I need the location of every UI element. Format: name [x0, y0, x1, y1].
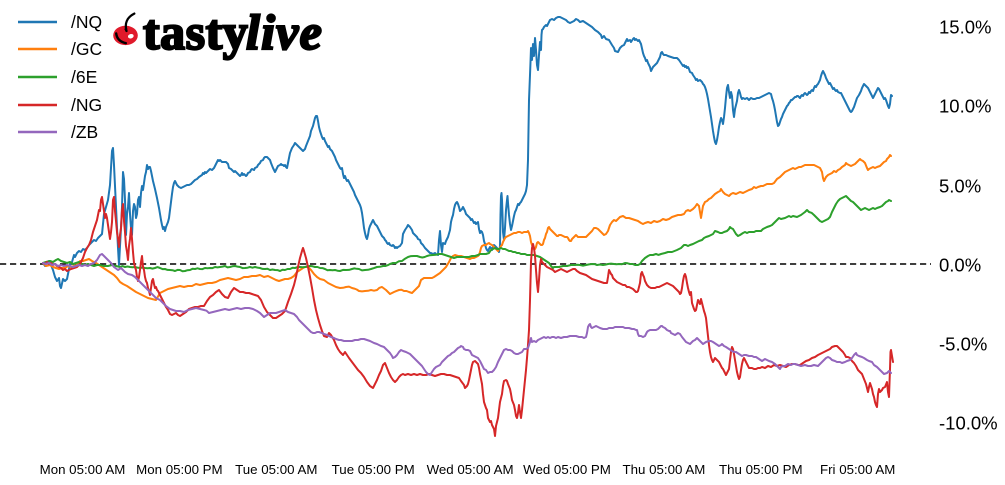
svg-text:/NG: /NG: [71, 95, 102, 115]
svg-text:-10.0%: -10.0%: [939, 413, 998, 434]
svg-text:Tue 05:00 PM: Tue 05:00 PM: [332, 462, 415, 477]
svg-text:/NQ: /NQ: [71, 12, 102, 32]
svg-text:Tue 05:00 AM: Tue 05:00 AM: [235, 462, 317, 477]
svg-text:0.0%: 0.0%: [939, 255, 981, 276]
svg-text:Thu 05:00 PM: Thu 05:00 PM: [719, 462, 803, 477]
svg-text:5.0%: 5.0%: [939, 176, 981, 197]
svg-text:Wed 05:00 PM: Wed 05:00 PM: [523, 462, 611, 477]
svg-text:/ZB: /ZB: [71, 122, 98, 142]
svg-text:Thu 05:00 AM: Thu 05:00 AM: [623, 462, 706, 477]
svg-text:-5.0%: -5.0%: [939, 334, 987, 355]
svg-text:10.0%: 10.0%: [939, 96, 991, 117]
svg-text:Fri 05:00 AM: Fri 05:00 AM: [820, 462, 895, 477]
svg-text:/GC: /GC: [71, 39, 102, 59]
svg-text:15.0%: 15.0%: [939, 17, 991, 38]
svg-text:Wed 05:00 AM: Wed 05:00 AM: [427, 462, 514, 477]
svg-text:live: live: [246, 4, 323, 60]
svg-text:Mon 05:00 AM: Mon 05:00 AM: [40, 462, 126, 477]
svg-text:Mon 05:00 PM: Mon 05:00 PM: [136, 462, 222, 477]
svg-text:tasty: tasty: [143, 4, 248, 60]
svg-text:/6E: /6E: [71, 67, 97, 87]
